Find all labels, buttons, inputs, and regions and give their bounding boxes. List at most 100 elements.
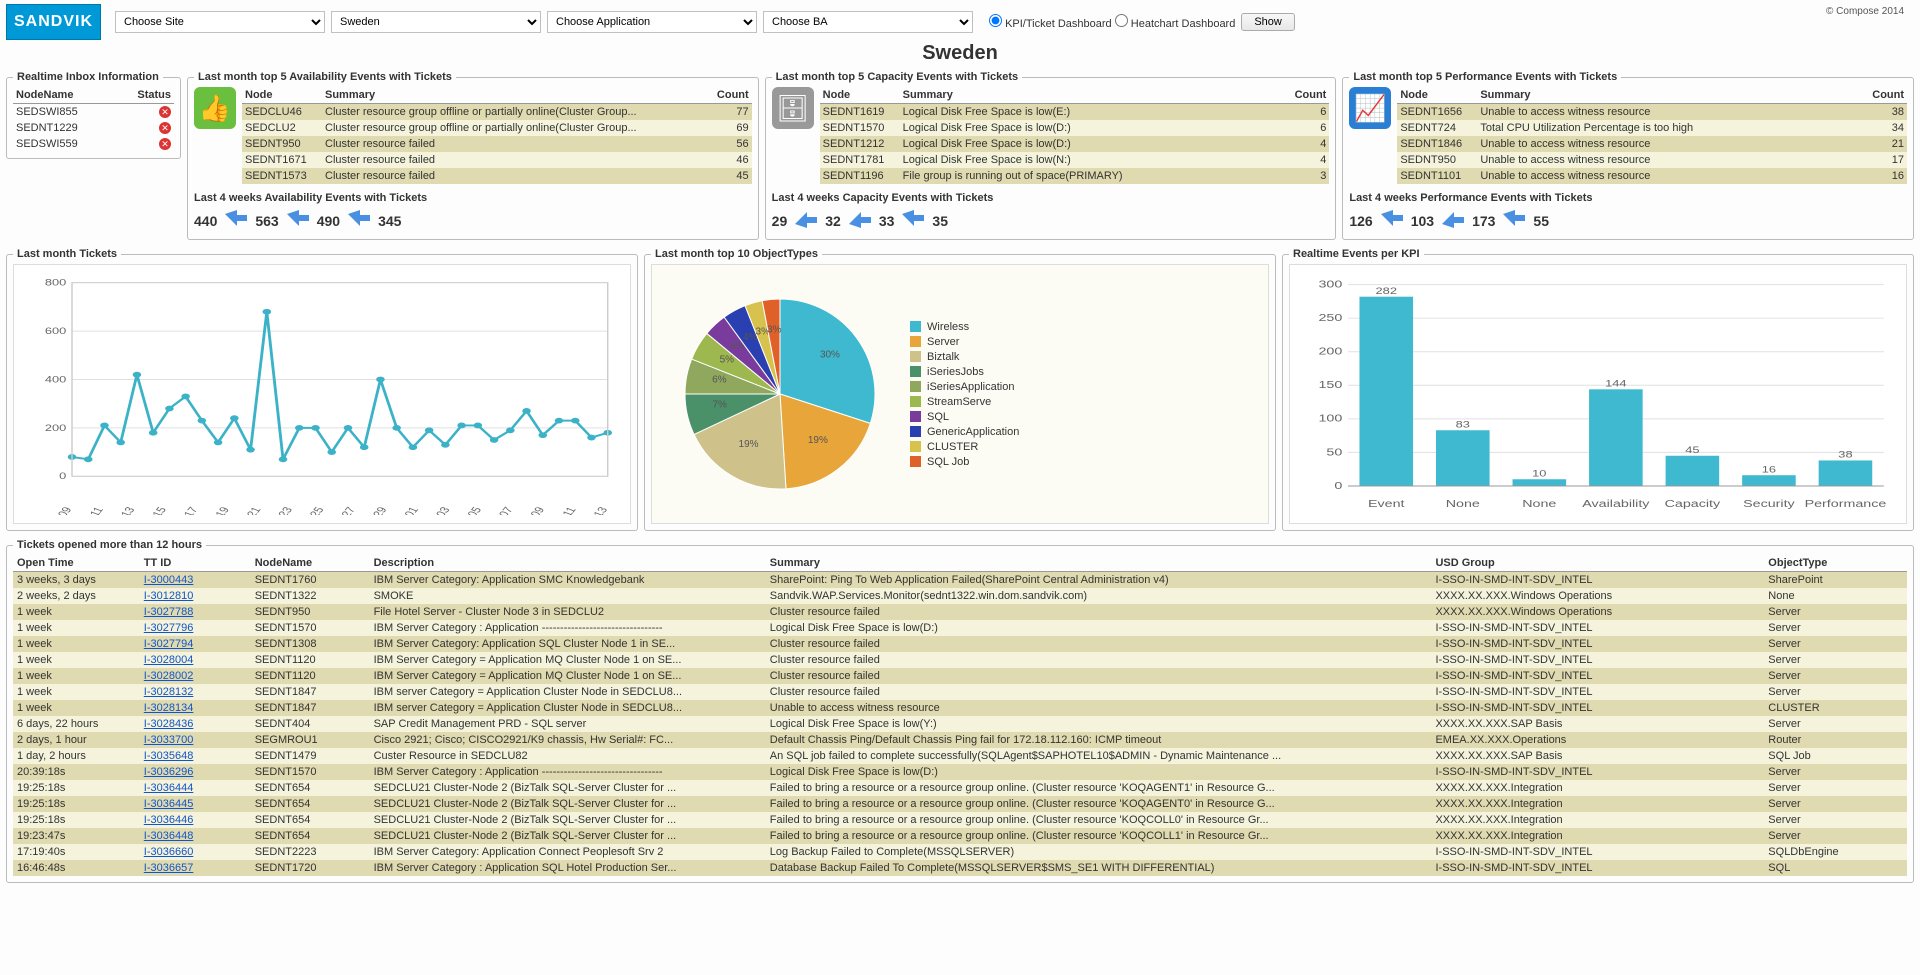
svg-text:45: 45 xyxy=(1685,446,1699,456)
svg-text:11-23: 11-23 xyxy=(268,506,296,515)
ticket-open-time: 16:46:48s xyxy=(13,860,140,876)
ticket-usd-group: XXXX.XX.XXX.SAP Basis xyxy=(1431,748,1764,764)
pie-chart-title: Last month top 10 ObjectTypes xyxy=(651,248,822,260)
inbox-node: SEDSWI855 xyxy=(13,104,115,121)
ticket-row: 1 week I-3027796 SEDNT1570 IBM Server Ca… xyxy=(13,620,1907,636)
ticket-node: SEDNT654 xyxy=(251,812,370,828)
event-row: SEDNT1570 Logical Disk Free Space is low… xyxy=(820,120,1330,136)
ticket-id-link[interactable]: I-3000443 xyxy=(144,574,194,586)
ticket-id-link[interactable]: I-3036445 xyxy=(144,798,194,810)
ticket-object-type: Router xyxy=(1764,732,1907,748)
ticket-id-link[interactable]: I-3027788 xyxy=(144,606,194,618)
ticket-open-time: 19:25:18s xyxy=(13,796,140,812)
ticket-id-link[interactable]: I-3036296 xyxy=(144,766,194,778)
svg-text:83: 83 xyxy=(1456,420,1470,430)
ticket-open-time: 1 week xyxy=(13,620,140,636)
ticket-row: 19:25:18s I-3036446 SEDNT654 SEDCLU21 Cl… xyxy=(13,812,1907,828)
ticket-row: 2 weeks, 2 days I-3012810 SEDNT1322 SMOK… xyxy=(13,588,1907,604)
event-row: SEDNT1101 Unable to access witness resou… xyxy=(1397,168,1907,184)
ticket-id-link[interactable]: I-3012810 xyxy=(144,590,194,602)
inbox-row: SEDSWI559 ✕ xyxy=(13,136,174,152)
svg-text:11-27: 11-27 xyxy=(331,506,359,515)
ba-select[interactable]: Choose BA xyxy=(763,11,973,33)
ticket-id-link[interactable]: I-3028004 xyxy=(144,654,194,666)
ticket-node: SEDNT1570 xyxy=(251,764,370,780)
legend-item: Wireless xyxy=(910,321,1260,333)
legend-swatch xyxy=(910,441,921,452)
ticket-usd-group: I-SSO-IN-SMD-INT-SDV_INTEL xyxy=(1431,652,1764,668)
ticket-node: SEDNT654 xyxy=(251,828,370,844)
ticket-usd-group: XXXX.XX.XXX.Integration xyxy=(1431,796,1764,812)
ticket-open-time: 17:19:40s xyxy=(13,844,140,860)
evt-col-node: Node xyxy=(820,87,900,104)
ticket-id-link[interactable]: I-3033700 xyxy=(144,734,194,746)
ticket-description: SEDCLU21 Cluster-Node 2 (BizTalk SQL-Ser… xyxy=(370,780,766,796)
event-row: SEDCLU2 Cluster resource group offline o… xyxy=(242,120,752,136)
ticket-id-link[interactable]: I-3028132 xyxy=(144,686,194,698)
ticket-node: SEDNT1479 xyxy=(251,748,370,764)
application-select[interactable]: Choose Application xyxy=(547,11,757,33)
ticket-row: 1 week I-3028134 SEDNT1847 IBM server Ca… xyxy=(13,700,1907,716)
ticket-id-link[interactable]: I-3036446 xyxy=(144,814,194,826)
ticket-id-link[interactable]: I-3027796 xyxy=(144,622,194,634)
brand-logo: SANDVIK xyxy=(6,4,101,40)
svg-text:19%: 19% xyxy=(739,439,759,450)
ticket-summary: Failed to bring a resource or a resource… xyxy=(766,780,1432,796)
ticket-object-type: SQL Job xyxy=(1764,748,1907,764)
legend-label: Wireless xyxy=(927,321,969,333)
ticket-id-link[interactable]: I-3035648 xyxy=(144,750,194,762)
ticket-description: IBM Server Category: Application SQL Clu… xyxy=(370,636,766,652)
ticket-usd-group: I-SSO-IN-SMD-INT-SDV_INTEL xyxy=(1431,700,1764,716)
event-panel: Last month top 5 Availability Events wit… xyxy=(187,71,759,240)
event-summary: Cluster resource failed xyxy=(322,136,712,152)
ticket-description: File Hotel Server - Cluster Node 3 in SE… xyxy=(370,604,766,620)
ticket-description: IBM server Category = Application Cluste… xyxy=(370,684,766,700)
ticket-summary: Failed to bring a resource or a resource… xyxy=(766,812,1432,828)
legend-label: CLUSTER xyxy=(927,441,978,453)
radio-heatchart[interactable]: Heatchart Dashboard xyxy=(1115,18,1236,30)
ticket-id-link[interactable]: I-3036660 xyxy=(144,846,194,858)
event-count: 38 xyxy=(1867,104,1907,121)
weeks-title: Last 4 weeks Performance Events with Tic… xyxy=(1349,192,1907,204)
ticket-id-link[interactable]: I-3036657 xyxy=(144,862,194,874)
legend-label: StreamServe xyxy=(927,396,991,408)
radio-kpi[interactable]: KPI/Ticket Dashboard xyxy=(989,18,1112,30)
ticket-id-link[interactable]: I-3036448 xyxy=(144,830,194,842)
ticket-description: IBM Server Category = Application MQ Clu… xyxy=(370,652,766,668)
tickets-title: Tickets opened more than 12 hours xyxy=(13,539,206,551)
svg-text:600: 600 xyxy=(45,327,66,337)
ticket-id-link[interactable]: I-3028134 xyxy=(144,702,194,714)
event-summary: Logical Disk Free Space is low(N:) xyxy=(900,152,1290,168)
event-row: SEDCLU46 Cluster resource group offline … xyxy=(242,104,752,121)
svg-text:38: 38 xyxy=(1838,450,1852,460)
ticket-id-link[interactable]: I-3027794 xyxy=(144,638,194,650)
legend-label: Server xyxy=(927,336,959,348)
legend-label: iSeriesJobs xyxy=(927,366,984,378)
svg-text:800: 800 xyxy=(45,278,66,288)
ticket-description: IBM Server Category : Application SQL Ho… xyxy=(370,860,766,876)
legend-item: StreamServe xyxy=(910,396,1260,408)
week-value: 33 xyxy=(879,213,895,229)
ticket-id-link[interactable]: I-3036444 xyxy=(144,782,194,794)
event-row: SEDNT1573 Cluster resource failed 45 xyxy=(242,168,752,184)
event-summary: Logical Disk Free Space is low(D:) xyxy=(900,136,1290,152)
event-count: 45 xyxy=(712,168,752,184)
inbox-col-node: NodeName xyxy=(13,87,115,104)
show-button[interactable]: Show xyxy=(1241,13,1295,31)
arrow-up-icon xyxy=(793,208,819,233)
event-count: 17 xyxy=(1867,152,1907,168)
ticket-id-link[interactable]: I-3028436 xyxy=(144,718,194,730)
page-title: Sweden xyxy=(6,42,1914,65)
site-select[interactable]: Choose Site xyxy=(115,11,325,33)
event-panel-title: Last month top 5 Performance Events with… xyxy=(1349,71,1621,83)
svg-text:12-11: 12-11 xyxy=(551,506,579,515)
ticket-object-type: Server xyxy=(1764,716,1907,732)
country-select[interactable]: Sweden xyxy=(331,11,541,33)
event-node: SEDNT1846 xyxy=(1397,136,1477,152)
ticket-id-link[interactable]: I-3028002 xyxy=(144,670,194,682)
svg-text:Event: Event xyxy=(1368,499,1405,510)
event-summary: Unable to access witness resource xyxy=(1477,168,1867,184)
ticket-open-time: 1 week xyxy=(13,700,140,716)
svg-text:11-15: 11-15 xyxy=(141,506,169,515)
inbox-title: Realtime Inbox Information xyxy=(13,71,163,83)
